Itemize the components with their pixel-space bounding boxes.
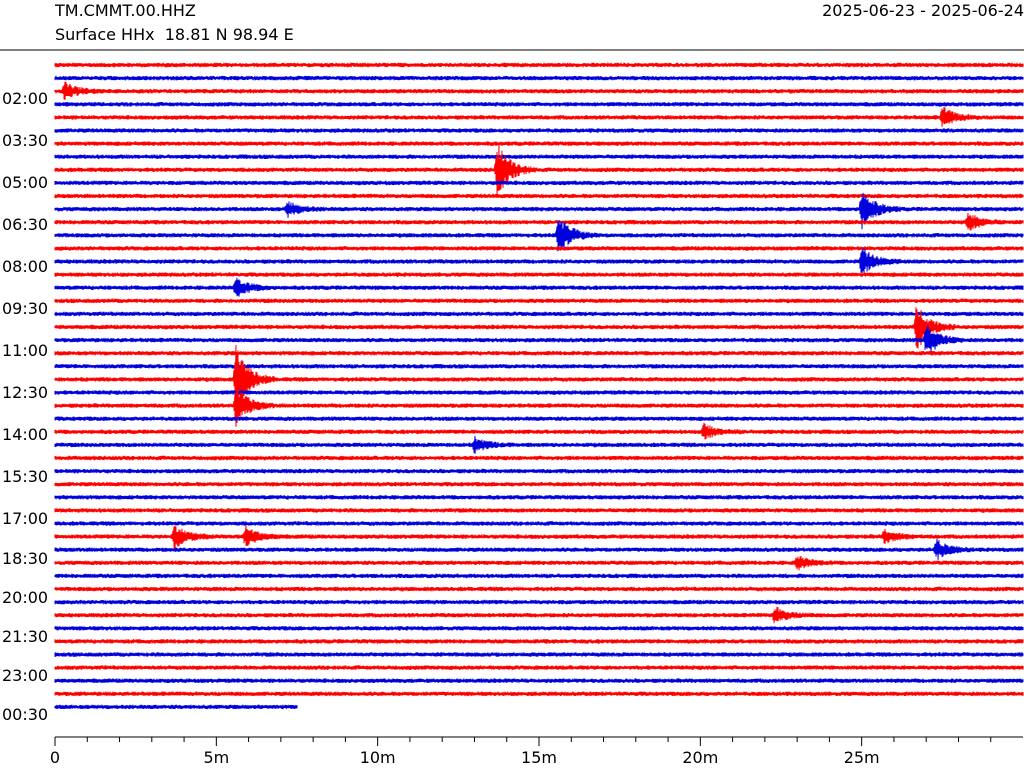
trace-row-30 [54,455,1024,461]
y-tick-label: 15:30 [2,467,48,486]
trace-row-12 [54,212,1024,231]
y-tick-label: 14:00 [2,425,48,444]
trace-row-42 [54,606,1024,624]
trace-row-26 [54,385,1024,427]
trace-row-7 [54,153,1024,160]
trace-row-24 [54,344,1024,417]
trace-row-25 [54,389,1024,396]
y-tick-label: 20:00 [2,588,48,607]
trace-row-32 [54,481,1024,488]
y-tick-label: 06:30 [2,215,48,234]
trace-row-34 [54,507,1024,514]
trace-row-8 [54,144,1024,196]
station-subtitle: Surface HHx 18.81 N 98.94 E [55,25,294,44]
trace-row-29 [54,435,1024,454]
y-axis-labels: 02:00 03:30 05:00 06:30 08:00 09:30 11:00 12:30… [2,89,48,724]
y-tick-label: 18:30 [2,549,48,568]
y-tick-label: 05:00 [2,173,48,192]
trace-row-16 [54,271,1024,278]
trace-row-17 [54,277,1024,297]
trace-row-35 [54,520,1024,527]
trace-row-28 [54,422,1024,440]
trace-row-3 [54,101,1024,108]
trace-row-43 [54,625,1024,632]
trace-row-31 [54,468,1024,474]
trace-row-14 [54,245,1024,252]
trace-row-45 [54,651,1024,658]
trace-row-47 [54,677,1024,684]
trace-row-36 [54,525,1024,550]
y-tick-label: 09:30 [2,299,48,318]
y-tick-label: 11:00 [2,341,48,360]
trace-row-10 [54,193,1024,199]
y-tick-label: 03:30 [2,131,48,150]
y-tick-label: 00:30 [2,705,48,724]
trace-row-44 [54,638,1024,645]
x-tick-label: 20m [682,748,718,767]
x-tick-label: 10m [360,748,396,767]
x-tick-label: 0 [50,748,60,767]
trace-row-38 [54,556,1024,571]
trace-row-13 [54,219,1024,252]
trace-row-5 [54,127,1024,134]
y-tick-label: 08:00 [2,257,48,276]
trace-row-39 [54,573,1024,579]
trace-group [54,62,1024,710]
trace-row-21 [54,324,1024,353]
x-tick-label: 5m [203,748,229,767]
y-tick-label: 12:30 [2,383,48,402]
trace-row-18 [54,297,1024,304]
trace-row-37 [54,538,1024,560]
trace-row-6 [54,140,1024,147]
trace-row-40 [54,586,1024,592]
y-tick-label: 17:00 [2,509,48,528]
trace-row-41 [54,599,1024,605]
trace-row-2 [54,81,1024,101]
trace-row-0 [54,62,1024,68]
trace-row-46 [54,664,1024,671]
trace-row-49 [54,704,298,710]
date-range: 2025-06-23 - 2025-06-24 [822,1,1024,20]
trace-row-11 [54,192,1024,230]
trace-row-23 [54,363,1024,370]
trace-row-22 [54,350,1024,357]
x-axis: 0 5m 10m 15m 20m 25m [50,736,1023,767]
station-title: TM.CMMT.00.HHZ [55,1,196,20]
trace-row-19 [54,311,1024,317]
trace-row-4 [54,106,1024,127]
trace-row-27 [54,415,1024,422]
trace-row-33 [54,494,1024,501]
trace-row-15 [54,247,1024,276]
trace-row-1 [54,75,1024,81]
y-tick-label: 23:00 [2,666,48,685]
x-tick-label: 25m [844,748,880,767]
trace-row-9 [54,180,1024,186]
y-tick-label: 21:30 [2,627,48,646]
trace-row-20 [54,307,1024,349]
y-tick-label: 02:00 [2,89,48,108]
trace-row-48 [54,690,1024,697]
x-tick-label: 15m [521,748,557,767]
